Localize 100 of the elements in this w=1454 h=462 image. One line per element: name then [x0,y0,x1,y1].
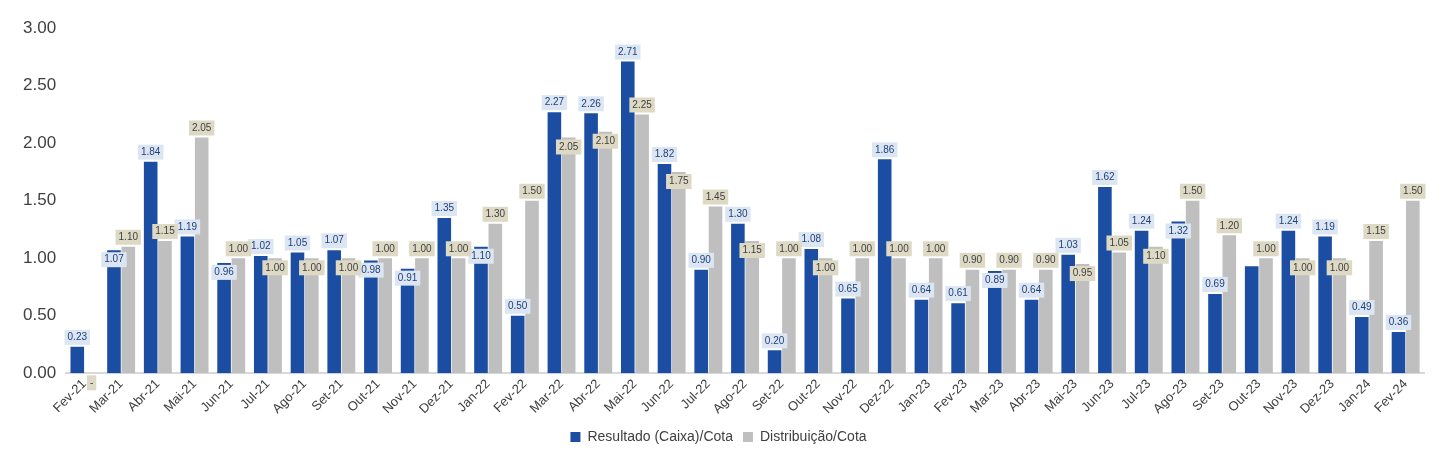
data-label: 2.25 [632,98,653,110]
data-label: 1.00 [889,242,910,254]
data-label: 1.15 [1366,225,1387,237]
data-label: - [89,376,94,388]
data-label: 1.05 [1109,236,1130,248]
data-label: 1.15 [155,225,176,237]
y-tick-label: 1.00 [22,247,57,267]
bar [525,200,539,374]
bar [1112,252,1126,374]
bar [1259,258,1273,374]
data-label: 1.50 [1403,185,1423,197]
bar [1244,266,1259,374]
bar [1149,246,1163,374]
bar [1318,236,1332,374]
data-label: 1.00 [1292,261,1313,273]
bar [1098,186,1112,374]
y-tick-label: 0.00 [22,363,57,383]
bar [635,114,649,374]
data-label: 1.86 [874,143,895,155]
bar [782,258,796,374]
data-label: 1.15 [742,244,763,256]
data-label: 0.96 [214,266,235,278]
data-label: 0.50 [507,300,528,312]
data-label: 1.24 [1131,214,1152,226]
bar [561,137,576,374]
data-label: 1.20 [1219,219,1240,231]
data-label: 1.00 [302,261,322,273]
data-label: 1.00 [338,261,359,273]
data-label: 1.35 [434,202,455,214]
bar [1369,241,1383,374]
bar [1171,221,1186,374]
bar [143,161,158,374]
data-label: 1.30 [728,208,749,220]
data-label: 1.00 [779,242,800,254]
bar [1061,254,1075,374]
bar [731,223,745,374]
bar [951,303,965,374]
bar [1039,269,1053,374]
data-label: 1.00 [925,242,946,254]
bar [892,258,906,374]
data-label: 1.10 [471,250,492,262]
bar [584,113,598,374]
bar [158,241,172,374]
data-label: 2.26 [581,97,602,109]
data-label: 1.30 [485,208,506,220]
bar [1134,230,1149,374]
bar [1406,200,1420,374]
data-label: 1.00 [448,242,469,254]
data-label: 1.00 [1256,242,1277,254]
data-label: 0.91 [397,271,418,283]
data-label: 1.19 [177,220,198,232]
data-label: 0.69 [1205,278,1226,290]
legend-label: Resultado (Caixa)/Cota [587,427,734,444]
data-label: 1.24 [1278,214,1299,226]
bar [180,236,195,374]
y-tick-label: 0.50 [22,305,57,325]
bar [767,350,782,374]
y-tick-label: 2.50 [22,75,57,95]
data-label: 0.20 [764,334,785,346]
data-label: 2.10 [595,134,616,146]
bar [451,258,466,374]
bar [70,346,85,374]
data-label: 0.61 [948,287,969,299]
bar [694,269,708,374]
data-label: 2.05 [191,121,212,133]
data-label: 1.50 [1182,185,1203,197]
bar [1208,293,1222,374]
data-label: 1.00 [815,261,836,273]
data-label: 1.03 [1058,239,1079,251]
data-label: 1.00 [265,261,286,273]
data-label: 0.36 [1388,316,1409,328]
data-label: 2.71 [618,45,638,57]
bar [841,298,855,374]
data-label: 1.00 [412,242,433,254]
data-label: 1.00 [228,242,249,254]
data-label: 1.32 [1168,224,1189,236]
data-label: 1.75 [669,175,689,187]
bar [378,258,392,374]
data-label: 1.82 [654,148,675,160]
data-label: 1.07 [104,253,125,265]
bar [253,255,268,374]
data-label: 2.05 [558,140,579,152]
bar [914,299,929,374]
bar [1024,299,1039,374]
bar [327,250,341,374]
bar [877,159,892,374]
bar [1391,331,1406,374]
data-label: 0.98 [361,263,382,275]
data-label: 0.64 [1021,283,1042,295]
data-label: 1.08 [801,233,822,245]
y-tick-label: 1.50 [22,190,57,210]
data-label: 1.10 [1146,250,1167,262]
y-tick-label: 3.00 [22,17,57,37]
data-label: 0.65 [838,282,859,294]
bar [510,315,525,374]
data-label: 0.90 [691,254,712,266]
data-label: 1.05 [287,236,308,248]
legend-label: Distribuição/Cota [759,427,867,444]
data-label: 1.00 [1329,261,1350,273]
data-label: 0.49 [1352,301,1372,313]
